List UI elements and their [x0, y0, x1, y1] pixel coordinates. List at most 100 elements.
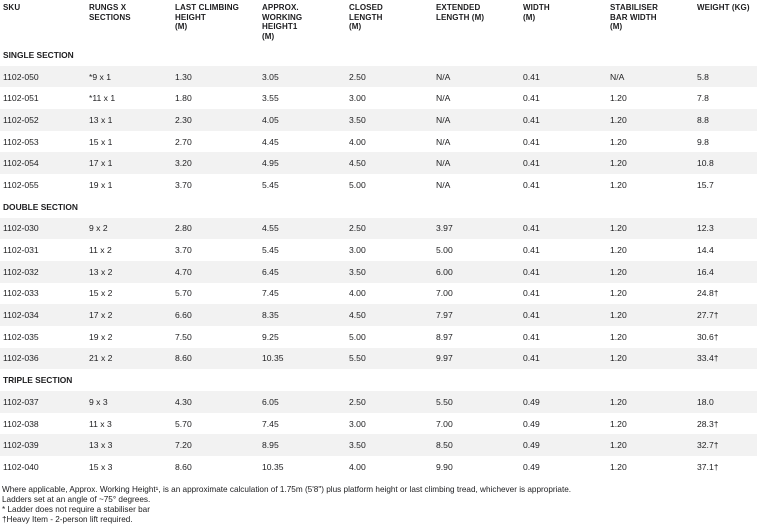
- table-cell: 15 x 2: [86, 282, 172, 305]
- table-cell: *11 x 1: [86, 87, 172, 110]
- table-cell: 9.90: [433, 456, 520, 478]
- table-row: 1102-031 11 x 2 3.70 5.45 3.00 5.00 0.41 1.20 14…: [0, 239, 757, 261]
- table-cell: N/A: [433, 65, 520, 88]
- table-cell: 7.00: [433, 282, 520, 305]
- table-cell: 4.00: [346, 130, 433, 153]
- table-cell: 0.41: [520, 304, 607, 326]
- table-cell: 1102-039: [0, 434, 86, 457]
- table-cell: 6.60: [172, 304, 259, 326]
- table-cell: 16.4: [694, 260, 757, 283]
- table-cell: 4.50: [346, 152, 433, 175]
- table-cell: 3.50: [346, 260, 433, 283]
- section-header-row: SINGLE SECTION: [0, 44, 757, 66]
- table-cell: 3.00: [346, 412, 433, 435]
- table-cell: 28.3†: [694, 412, 757, 435]
- column-header-width: WIDTH (M): [520, 0, 607, 44]
- table-cell: 8.60: [172, 347, 259, 370]
- table-cell: 1.20: [607, 282, 694, 305]
- section-header-row: TRIPLE SECTION: [0, 369, 757, 391]
- table-cell: N/A: [433, 130, 520, 153]
- table-cell: N/A: [433, 174, 520, 196]
- table-row: 1102-037 9 x 3 4.30 6.05 2.50 5.50 0.49 1.20 18.…: [0, 391, 757, 413]
- table-cell: 2.80: [172, 217, 259, 240]
- table-cell: 14.4: [694, 239, 757, 261]
- table-cell: 1102-031: [0, 239, 86, 261]
- table-cell: 15 x 1: [86, 130, 172, 153]
- table-header-row: SKU RUNGS X SECTIONS LAST CLIMBING HEIGH…: [0, 0, 757, 44]
- table-cell: 1102-052: [0, 109, 86, 131]
- table-cell: 1102-050: [0, 65, 86, 88]
- table-cell: 0.41: [520, 260, 607, 283]
- table-cell: 1102-035: [0, 325, 86, 348]
- table-cell: 7.45: [259, 412, 346, 435]
- table-cell: 15.7: [694, 174, 757, 196]
- footnote-heavy-item: †Heavy Item - 2-person lift required.: [2, 515, 133, 524]
- table-cell: 8.60: [172, 456, 259, 478]
- table-cell: 19 x 1: [86, 174, 172, 196]
- table-cell: 3.00: [346, 87, 433, 110]
- table-cell: 1102-040: [0, 456, 86, 478]
- table-cell: 7.97: [433, 304, 520, 326]
- table-cell: 8.50: [433, 434, 520, 457]
- table-cell: 1.20: [607, 260, 694, 283]
- table-cell: 0.41: [520, 325, 607, 348]
- table-cell: 13 x 1: [86, 109, 172, 131]
- table-cell: 0.41: [520, 217, 607, 240]
- table-cell: 0.49: [520, 434, 607, 457]
- table-row: 1102-038 11 x 3 5.70 7.45 3.00 7.00 0.49 1.20 28…: [0, 412, 757, 435]
- table-cell: 3.55: [259, 87, 346, 110]
- table-cell: 7.45: [259, 282, 346, 305]
- table-cell: 9 x 2: [86, 217, 172, 240]
- table-cell: 18.0: [694, 391, 757, 413]
- table-cell: 1.20: [607, 456, 694, 478]
- table-row: 1102-051 *11 x 1 1.80 3.55 3.00 N/A 0.41 1.20 7.…: [0, 87, 757, 110]
- table-cell: 1.20: [607, 87, 694, 110]
- table-cell: 0.41: [520, 130, 607, 153]
- table-cell: 5.00: [433, 239, 520, 261]
- ladder-spec-table: SKU RUNGS X SECTIONS LAST CLIMBING HEIGH…: [0, 0, 757, 478]
- table-cell: 1.20: [607, 217, 694, 240]
- table-cell: 0.41: [520, 174, 607, 196]
- table-cell: 0.49: [520, 391, 607, 413]
- table-cell: 1102-053: [0, 130, 86, 153]
- table-cell: 1.20: [607, 239, 694, 261]
- table-cell: 2.30: [172, 109, 259, 131]
- table-cell: N/A: [433, 152, 520, 175]
- table-row: 1102-039 13 x 3 7.20 8.95 3.50 8.50 0.49 1.20 32…: [0, 434, 757, 457]
- table-cell: 6.05: [259, 391, 346, 413]
- column-header-closed-length: CLOSED LENGTH (M): [346, 0, 433, 44]
- table-cell: 2.50: [346, 217, 433, 240]
- table-cell: N/A: [607, 65, 694, 88]
- table-cell: 1102-055: [0, 174, 86, 196]
- table-cell: 2.50: [346, 65, 433, 88]
- table-row: 1102-030 9 x 2 2.80 4.55 2.50 3.97 0.41 1.20 12.…: [0, 217, 757, 240]
- table-cell: 8.97: [433, 325, 520, 348]
- section-header-row: DOUBLE SECTION: [0, 195, 757, 218]
- table-cell: N/A: [433, 87, 520, 110]
- footnotes: Where applicable, Approx. Working Height…: [2, 485, 571, 525]
- table-cell: 6.45: [259, 260, 346, 283]
- table-cell: 5.50: [433, 391, 520, 413]
- table-cell: 1102-030: [0, 217, 86, 240]
- table-cell: 1.80: [172, 87, 259, 110]
- table-cell: 0.49: [520, 412, 607, 435]
- table-cell: 4.00: [346, 456, 433, 478]
- table-cell: 5.45: [259, 174, 346, 196]
- table-cell: 3.70: [172, 239, 259, 261]
- table-row: 1102-035 19 x 2 7.50 9.25 5.00 8.97 0.41 1.20 30…: [0, 325, 757, 348]
- table-row: 1102-036 21 x 2 8.60 10.35 5.50 9.97 0.41 1.20 3…: [0, 347, 757, 370]
- table-cell: 10.35: [259, 456, 346, 478]
- table-cell: 27.7†: [694, 304, 757, 326]
- table-cell: 4.45: [259, 130, 346, 153]
- table-cell: 11 x 2: [86, 239, 172, 261]
- table-cell: 1.20: [607, 109, 694, 131]
- column-header-weight: WEIGHT (KG): [694, 0, 757, 44]
- table-cell: 2.50: [346, 391, 433, 413]
- table-cell: 5.00: [346, 325, 433, 348]
- column-header-sku: SKU: [0, 0, 86, 44]
- table-cell: 1.30: [172, 65, 259, 88]
- table-cell: 5.00: [346, 174, 433, 196]
- column-header-working-height: APPROX. WORKING HEIGHT1 (M): [259, 0, 346, 44]
- table-cell: 0.41: [520, 87, 607, 110]
- table-cell: 9 x 3: [86, 391, 172, 413]
